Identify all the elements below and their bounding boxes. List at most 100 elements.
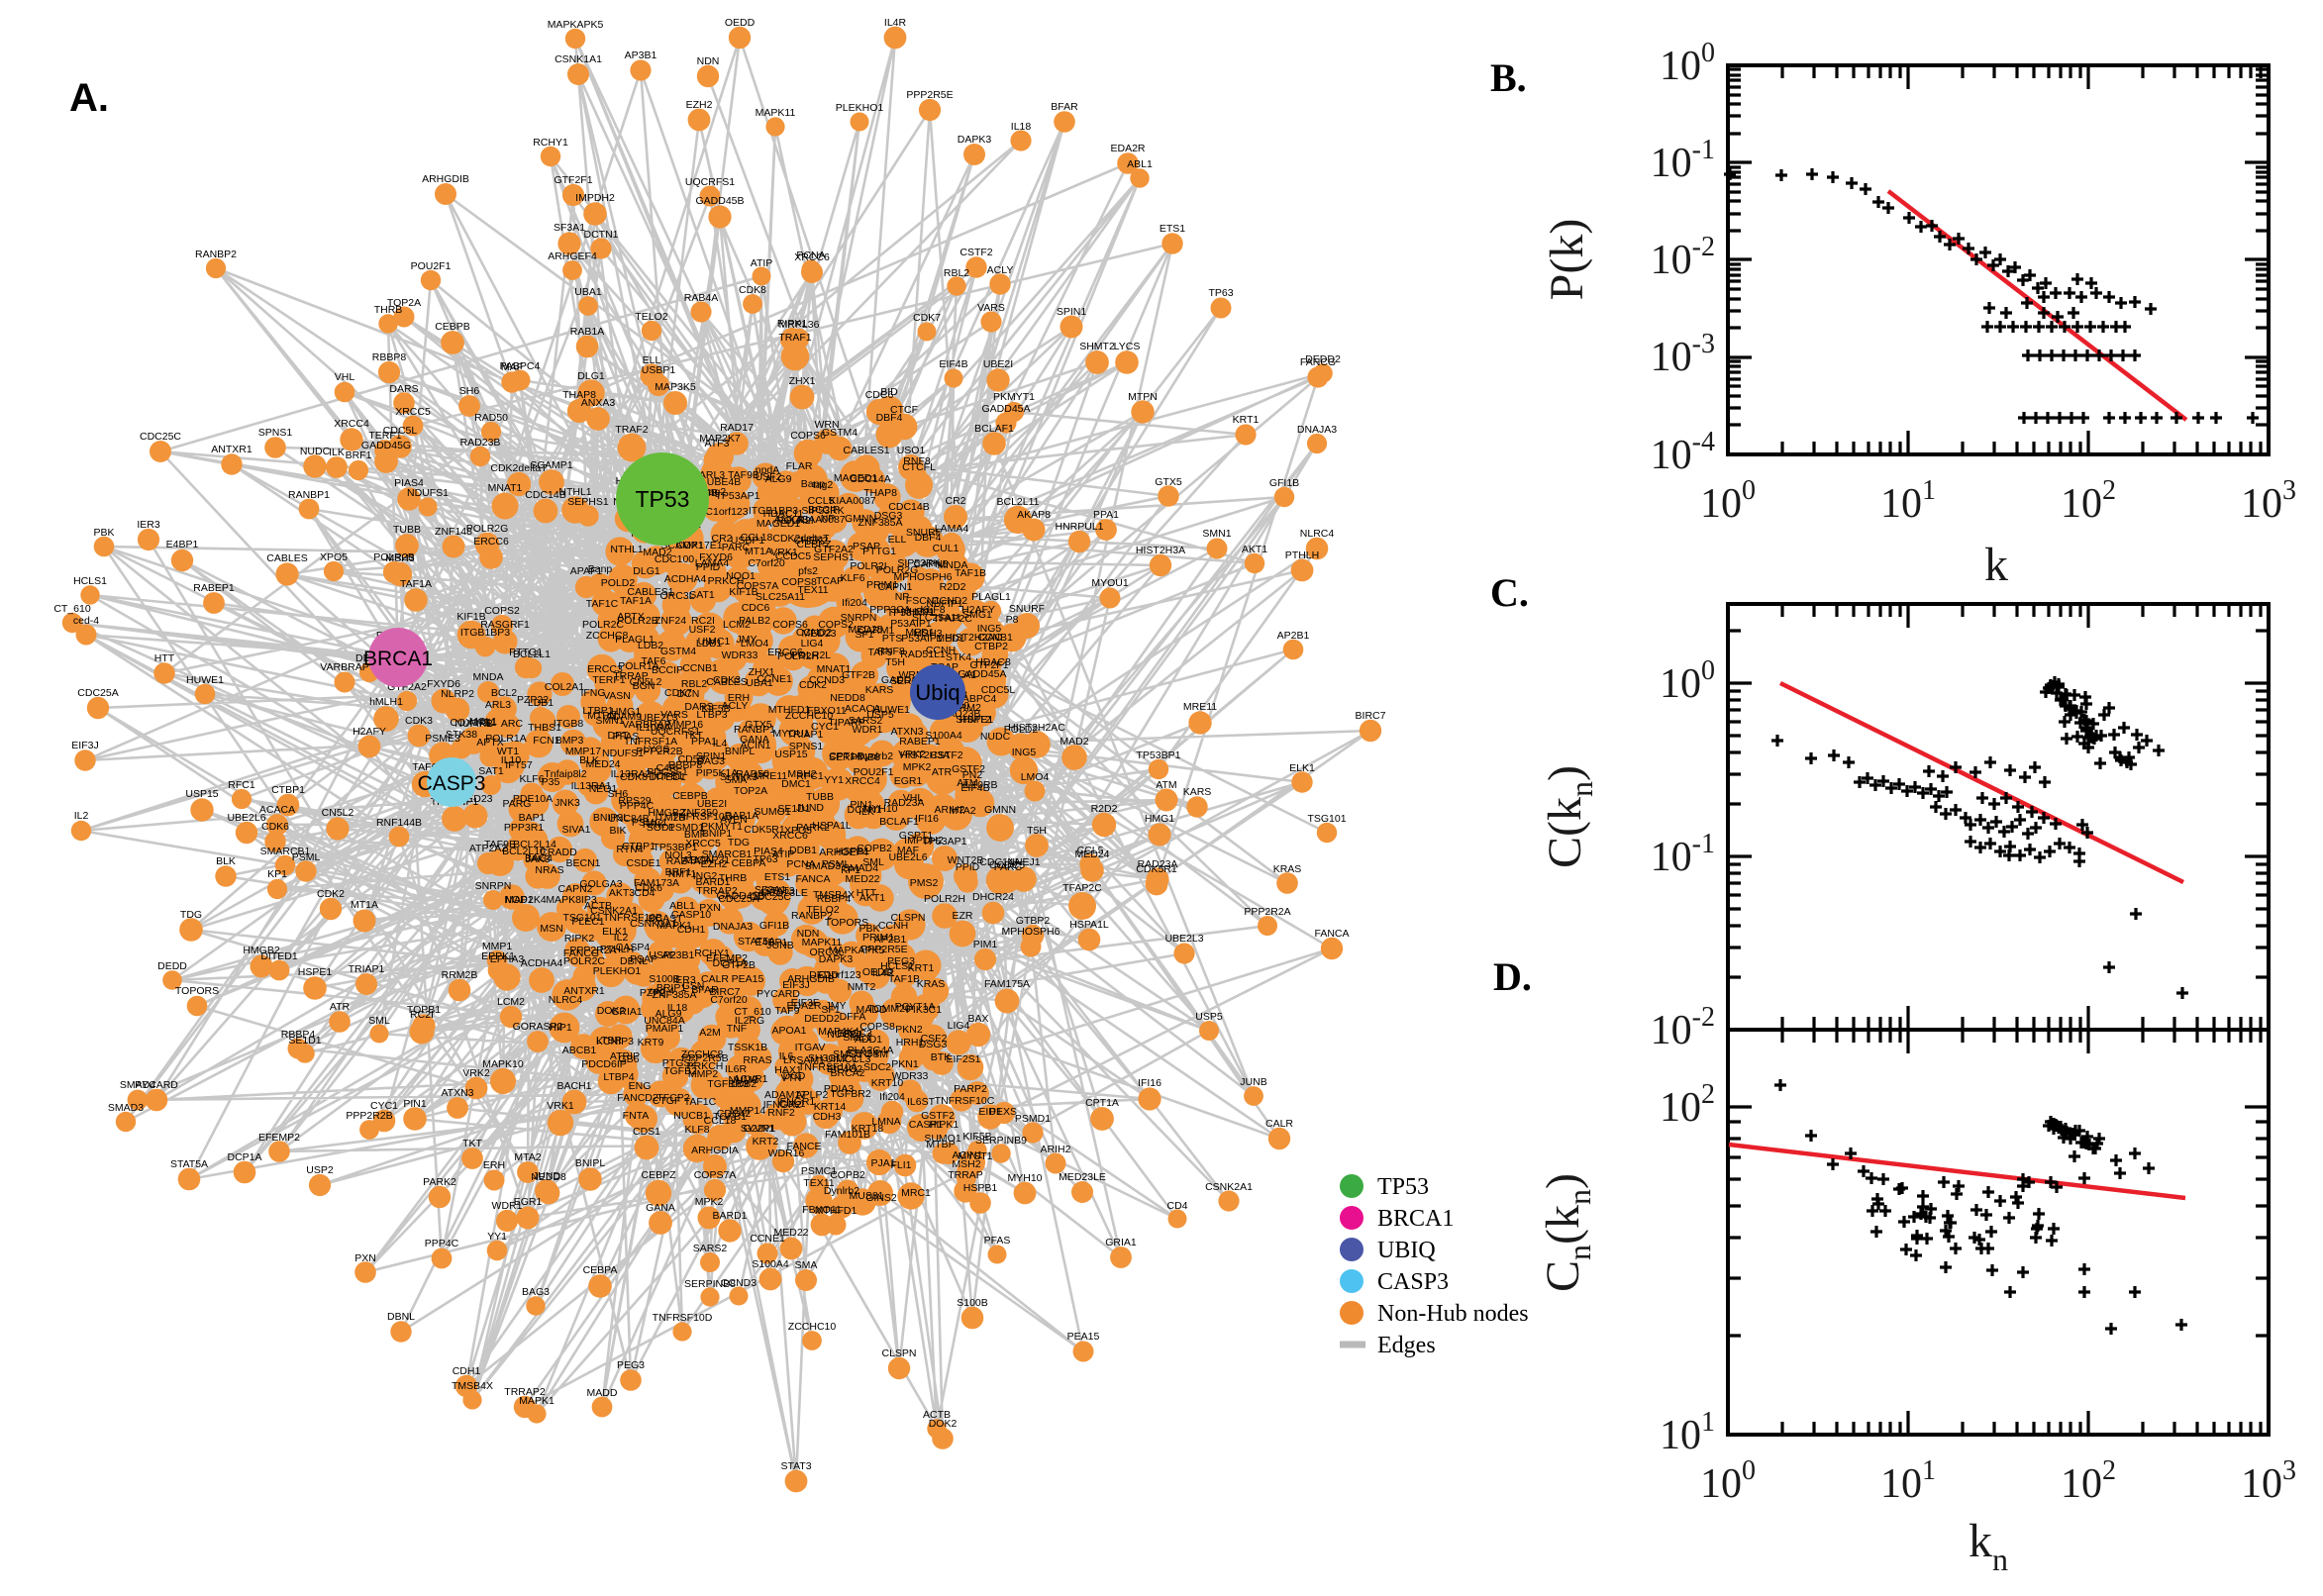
- svg-text:ALG9: ALG9: [656, 1008, 682, 1020]
- svg-text:DCP1A: DCP1A: [227, 1151, 261, 1163]
- svg-text:AKT1: AKT1: [859, 892, 885, 904]
- svg-text:JUNB: JUNB: [1240, 1076, 1266, 1088]
- svg-text:FXYD6: FXYD6: [699, 551, 733, 563]
- svg-text:C1orf123: C1orf123: [705, 506, 748, 518]
- svg-text:DLG1: DLG1: [577, 370, 605, 382]
- svg-text:EZH2: EZH2: [701, 858, 728, 870]
- svg-text:COPS7A: COPS7A: [737, 580, 779, 592]
- svg-text:KRT14: KRT14: [814, 1101, 847, 1113]
- svg-text:POLR2I: POLR2I: [850, 560, 886, 572]
- svg-text:IFNGR1: IFNGR1: [777, 1096, 816, 1108]
- svg-text:EIF3F: EIF3F: [791, 997, 820, 1009]
- svg-text:A.: A.: [69, 76, 109, 120]
- svg-text:CDH3: CDH3: [813, 1111, 842, 1123]
- svg-text:STAT3: STAT3: [780, 1460, 811, 1472]
- svg-text:PSMD1: PSMD1: [1015, 1113, 1051, 1125]
- svg-text:LCM2: LCM2: [497, 996, 525, 1008]
- svg-text:TGFBR3: TGFBR3: [707, 1078, 749, 1090]
- svg-text:IFNGR2: IFNGR2: [763, 1099, 802, 1111]
- svg-text:E4BP1: E4BP1: [756, 937, 788, 948]
- svg-text:SLC25A11: SLC25A11: [756, 591, 805, 603]
- svg-text:ALG9: ALG9: [765, 473, 792, 485]
- svg-text:MED1: MED1: [936, 633, 964, 645]
- svg-text:RIPK2: RIPK2: [564, 933, 595, 945]
- svg-text:PPP3CA: PPP3CA: [869, 604, 910, 616]
- svg-text:BFAR: BFAR: [691, 984, 719, 996]
- svg-text:MSH3: MSH3: [385, 552, 414, 564]
- svg-text:HTT: HTT: [857, 887, 877, 899]
- svg-text:IL10: IL10: [501, 754, 522, 766]
- svg-text:PARP2: PARP2: [954, 1083, 987, 1095]
- svg-text:Edges: Edges: [1377, 1333, 1436, 1358]
- svg-text:TRRAP2: TRRAP2: [696, 885, 738, 897]
- svg-text:CR2: CR2: [711, 533, 732, 545]
- svg-text:CCL5: CCL5: [808, 495, 835, 507]
- svg-text:PRKCH: PRKCH: [708, 575, 745, 587]
- svg-text:ERCC6: ERCC6: [473, 536, 509, 548]
- svg-text:CCNB1: CCNB1: [977, 632, 1013, 644]
- svg-text:ITGB1BP3: ITGB1BP3: [460, 627, 510, 639]
- svg-text:HAX1: HAX1: [774, 1064, 802, 1076]
- svg-text:TRIAP1: TRIAP1: [787, 729, 824, 741]
- svg-text:NDN: NDN: [797, 928, 820, 940]
- svg-text:TMSB4X: TMSB4X: [813, 889, 855, 901]
- svg-text:ING5: ING5: [977, 623, 1002, 635]
- svg-text:TAF6: TAF6: [642, 655, 666, 667]
- svg-text:KRAS: KRAS: [917, 978, 946, 990]
- svg-text:RAD50: RAD50: [736, 768, 769, 780]
- svg-text:PKN2: PKN2: [895, 1024, 923, 1036]
- svg-text:POLR2G: POLR2G: [876, 564, 919, 576]
- svg-text:EFEMP2: EFEMP2: [706, 952, 748, 964]
- svg-text:APLP2: APLP2: [796, 1089, 829, 1101]
- svg-text:TNFRSF10A: TNFRSF10A: [798, 1061, 858, 1073]
- svg-text:ARL3: ARL3: [699, 469, 725, 481]
- svg-text:CABLES1: CABLES1: [843, 445, 889, 456]
- svg-text:PKMYT1: PKMYT1: [993, 391, 1035, 403]
- svg-text:Dynlrb2: Dynlrb2: [858, 750, 893, 762]
- svg-text:PPP4C: PPP4C: [620, 800, 655, 812]
- svg-text:TNFRSF1A: TNFRSF1A: [624, 736, 677, 748]
- svg-text:TGFB1: TGFB1: [713, 1111, 747, 1123]
- svg-text:TDG: TDG: [728, 837, 750, 848]
- svg-text:P8: P8: [1006, 614, 1019, 626]
- svg-text:MSN: MSN: [540, 923, 562, 935]
- svg-text:RAD23B: RAD23B: [460, 437, 501, 449]
- svg-text:CSNK1A1: CSNK1A1: [555, 53, 602, 65]
- svg-text:CABLES: CABLES: [706, 676, 747, 688]
- svg-text:LAMA4: LAMA4: [695, 557, 730, 569]
- svg-text:HIP1: HIP1: [549, 1022, 572, 1034]
- svg-text:VRK2: VRK2: [898, 748, 926, 760]
- svg-text:DSG3: DSG3: [919, 1039, 948, 1050]
- svg-text:CDC5L: CDC5L: [981, 684, 1016, 696]
- svg-text:SAT1: SAT1: [478, 765, 504, 777]
- svg-text:TOPB1: TOPB1: [650, 770, 683, 782]
- svg-text:MYOU1: MYOU1: [772, 728, 810, 740]
- svg-text:HNRPUL1: HNRPUL1: [1055, 521, 1103, 533]
- svg-text:CDC25C: CDC25C: [140, 431, 181, 443]
- svg-text:102: 102: [2061, 475, 2116, 527]
- svg-text:TGFB2: TGFB2: [663, 1065, 697, 1077]
- svg-text:SHMT2: SHMT2: [956, 714, 991, 726]
- svg-text:CDK2: CDK2: [317, 888, 345, 900]
- svg-text:KLF6: KLF6: [519, 773, 544, 785]
- svg-text:RC2I: RC2I: [410, 1009, 434, 1021]
- svg-text:CYC1: CYC1: [370, 1100, 398, 1112]
- svg-text:DITED1: DITED1: [649, 771, 686, 783]
- svg-text:THRB: THRB: [719, 872, 748, 884]
- svg-text:PLAGL1: PLAGL1: [971, 591, 1011, 603]
- svg-text:ARHGEF4: ARHGEF4: [548, 250, 597, 262]
- svg-text:EIF3J: EIF3J: [782, 979, 809, 991]
- svg-text:Tnfaip8l2: Tnfaip8l2: [544, 768, 586, 780]
- svg-text:IL2RG: IL2RG: [735, 1015, 764, 1027]
- svg-text:BLK: BLK: [216, 855, 236, 867]
- svg-text:APAF1: APAF1: [570, 565, 603, 577]
- svg-text:PIN1: PIN1: [403, 1098, 427, 1110]
- svg-text:BTK: BTK: [931, 1051, 951, 1063]
- svg-text:BCL2L11: BCL2L11: [996, 496, 1039, 508]
- svg-text:CSTF2: CSTF2: [930, 749, 962, 761]
- svg-text:RAD51L1: RAD51L1: [900, 648, 946, 660]
- svg-text:tag2: tag2: [706, 486, 727, 498]
- svg-text:UBIQ: UBIQ: [1377, 1238, 1436, 1263]
- svg-text:UNC84A: UNC84A: [644, 1015, 684, 1027]
- svg-text:TAF1C: TAF1C: [586, 598, 619, 610]
